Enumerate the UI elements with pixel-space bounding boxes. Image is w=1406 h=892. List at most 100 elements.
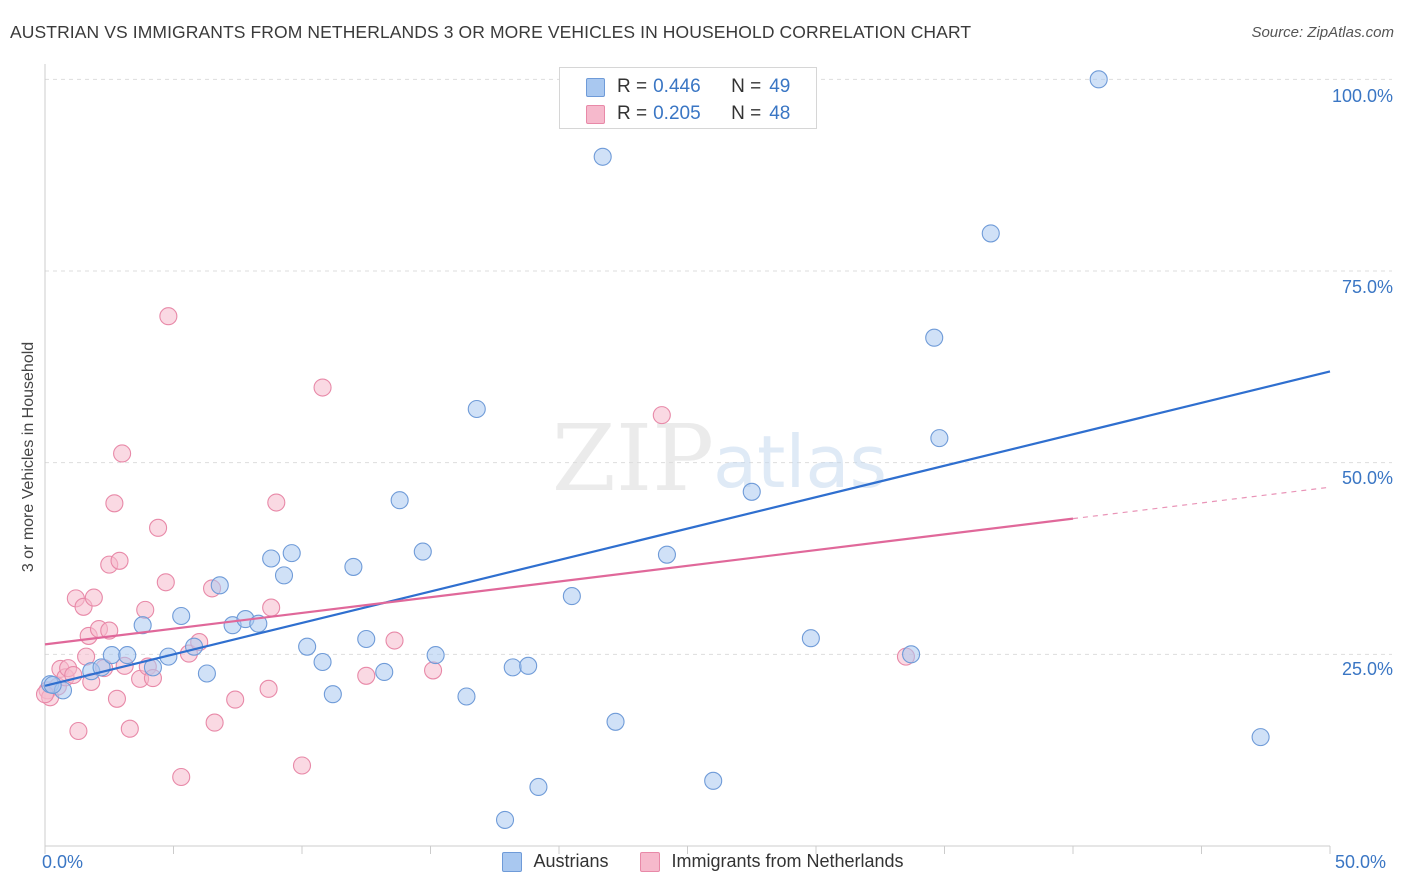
point-netherlands	[149, 518, 168, 537]
point-austrians	[742, 482, 761, 501]
watermark-zip: ZIP	[552, 405, 714, 512]
point-austrians	[262, 549, 281, 568]
point-netherlands	[100, 621, 119, 640]
point-austrians	[902, 645, 921, 664]
legend-swatch-pink	[586, 104, 605, 124]
r-label: R =	[617, 76, 648, 97]
point-netherlands	[652, 406, 671, 425]
point-austrians	[981, 224, 1000, 243]
point-austrians	[133, 616, 152, 635]
r-value: 0.446	[653, 76, 701, 97]
trend-lines	[44, 370, 1331, 687]
point-austrians	[375, 662, 394, 682]
trend-line-austrians	[44, 370, 1331, 687]
y-tick-label-75: 75.0%	[1341, 277, 1393, 297]
legend-swatch-pink	[640, 851, 661, 872]
trend-line-netherlands	[44, 517, 1074, 646]
point-austrians	[413, 542, 432, 561]
legend-item-austrians[interactable]: Austrians	[502, 851, 608, 872]
data-points	[35, 70, 1270, 829]
point-netherlands	[226, 690, 245, 709]
point-austrians	[467, 399, 486, 419]
point-austrians	[519, 656, 538, 675]
y-tick-label-25: 25.0%	[1341, 659, 1393, 679]
point-netherlands	[205, 713, 224, 732]
point-austrians	[274, 566, 294, 585]
point-austrians	[930, 429, 949, 448]
point-austrians	[457, 687, 476, 706]
point-austrians	[529, 777, 548, 797]
point-austrians	[390, 491, 409, 510]
x-tick-label-min: 0.0%	[42, 852, 84, 872]
legend-label-netherlands: Immigrants from Netherlands	[671, 851, 904, 871]
point-austrians	[298, 637, 317, 656]
point-netherlands	[110, 551, 129, 570]
point-austrians	[657, 545, 676, 564]
point-netherlands	[385, 631, 404, 650]
point-netherlands	[156, 573, 175, 592]
point-austrians	[704, 771, 723, 790]
point-austrians	[357, 629, 376, 649]
point-austrians	[172, 606, 191, 626]
point-austrians	[282, 544, 301, 563]
point-netherlands	[259, 679, 278, 698]
legend-item-netherlands[interactable]: Immigrants from Netherlands	[640, 851, 904, 872]
y-tick-label-50: 50.0%	[1341, 468, 1393, 488]
legend-swatch-blue	[502, 851, 523, 872]
n-value: 48	[769, 103, 791, 124]
point-netherlands	[292, 756, 312, 775]
point-netherlands	[84, 588, 103, 607]
point-austrians	[323, 685, 342, 704]
r-label: R =	[617, 103, 648, 124]
point-austrians	[503, 658, 522, 677]
source-label: Source: ZipAtlas.com	[1251, 24, 1394, 41]
point-netherlands	[136, 600, 155, 619]
watermark: ZIP atlas	[552, 405, 887, 512]
point-netherlands	[313, 378, 332, 397]
point-netherlands	[267, 493, 286, 512]
point-netherlands	[159, 307, 178, 326]
n-label: N =	[731, 103, 762, 124]
point-austrians	[118, 646, 137, 665]
point-austrians	[925, 328, 944, 347]
point-netherlands	[105, 494, 124, 513]
point-netherlands	[69, 721, 88, 741]
point-austrians	[185, 637, 204, 656]
point-austrians	[344, 557, 363, 576]
legend-swatch-blue	[586, 77, 605, 97]
point-netherlands	[262, 598, 281, 617]
legend-row-austrians: R = 0.446 N = 49	[586, 76, 790, 98]
r-value: 0.205	[653, 103, 701, 124]
chart-title: AUSTRIAN VS IMMIGRANTS FROM NETHERLANDS …	[10, 22, 972, 42]
point-austrians	[606, 712, 625, 731]
axes	[44, 64, 1331, 854]
y-tick-label-100: 100.0%	[1331, 86, 1393, 106]
point-netherlands	[357, 666, 376, 685]
x-tick-label-max: 50.0%	[1335, 852, 1387, 872]
point-austrians	[426, 646, 445, 665]
series-legend: Austrians Immigrants from Netherlands	[0, 851, 1406, 872]
point-austrians	[197, 664, 216, 683]
watermark-atlas: atlas	[713, 420, 887, 504]
legend-row-netherlands: R = 0.205 N = 48	[586, 103, 790, 125]
n-label: N =	[731, 76, 762, 97]
point-austrians	[495, 810, 515, 829]
point-netherlands	[424, 661, 443, 680]
point-netherlands	[107, 689, 127, 708]
point-austrians	[562, 587, 581, 606]
point-netherlands	[120, 719, 139, 738]
grid-lines	[45, 78, 1392, 655]
point-austrians	[801, 629, 820, 648]
point-austrians	[102, 646, 121, 665]
point-netherlands	[113, 444, 132, 463]
point-austrians	[210, 576, 229, 595]
point-austrians	[1251, 728, 1270, 747]
point-austrians	[593, 147, 612, 166]
stats-legend: R = 0.446 N = 49 R = 0.205 N = 48	[559, 67, 817, 129]
n-value: 49	[769, 76, 791, 97]
trend-line-netherlands-extension	[1072, 486, 1331, 520]
point-austrians	[313, 652, 332, 672]
point-netherlands	[172, 767, 191, 787]
legend-label-austrians: Austrians	[533, 851, 609, 871]
